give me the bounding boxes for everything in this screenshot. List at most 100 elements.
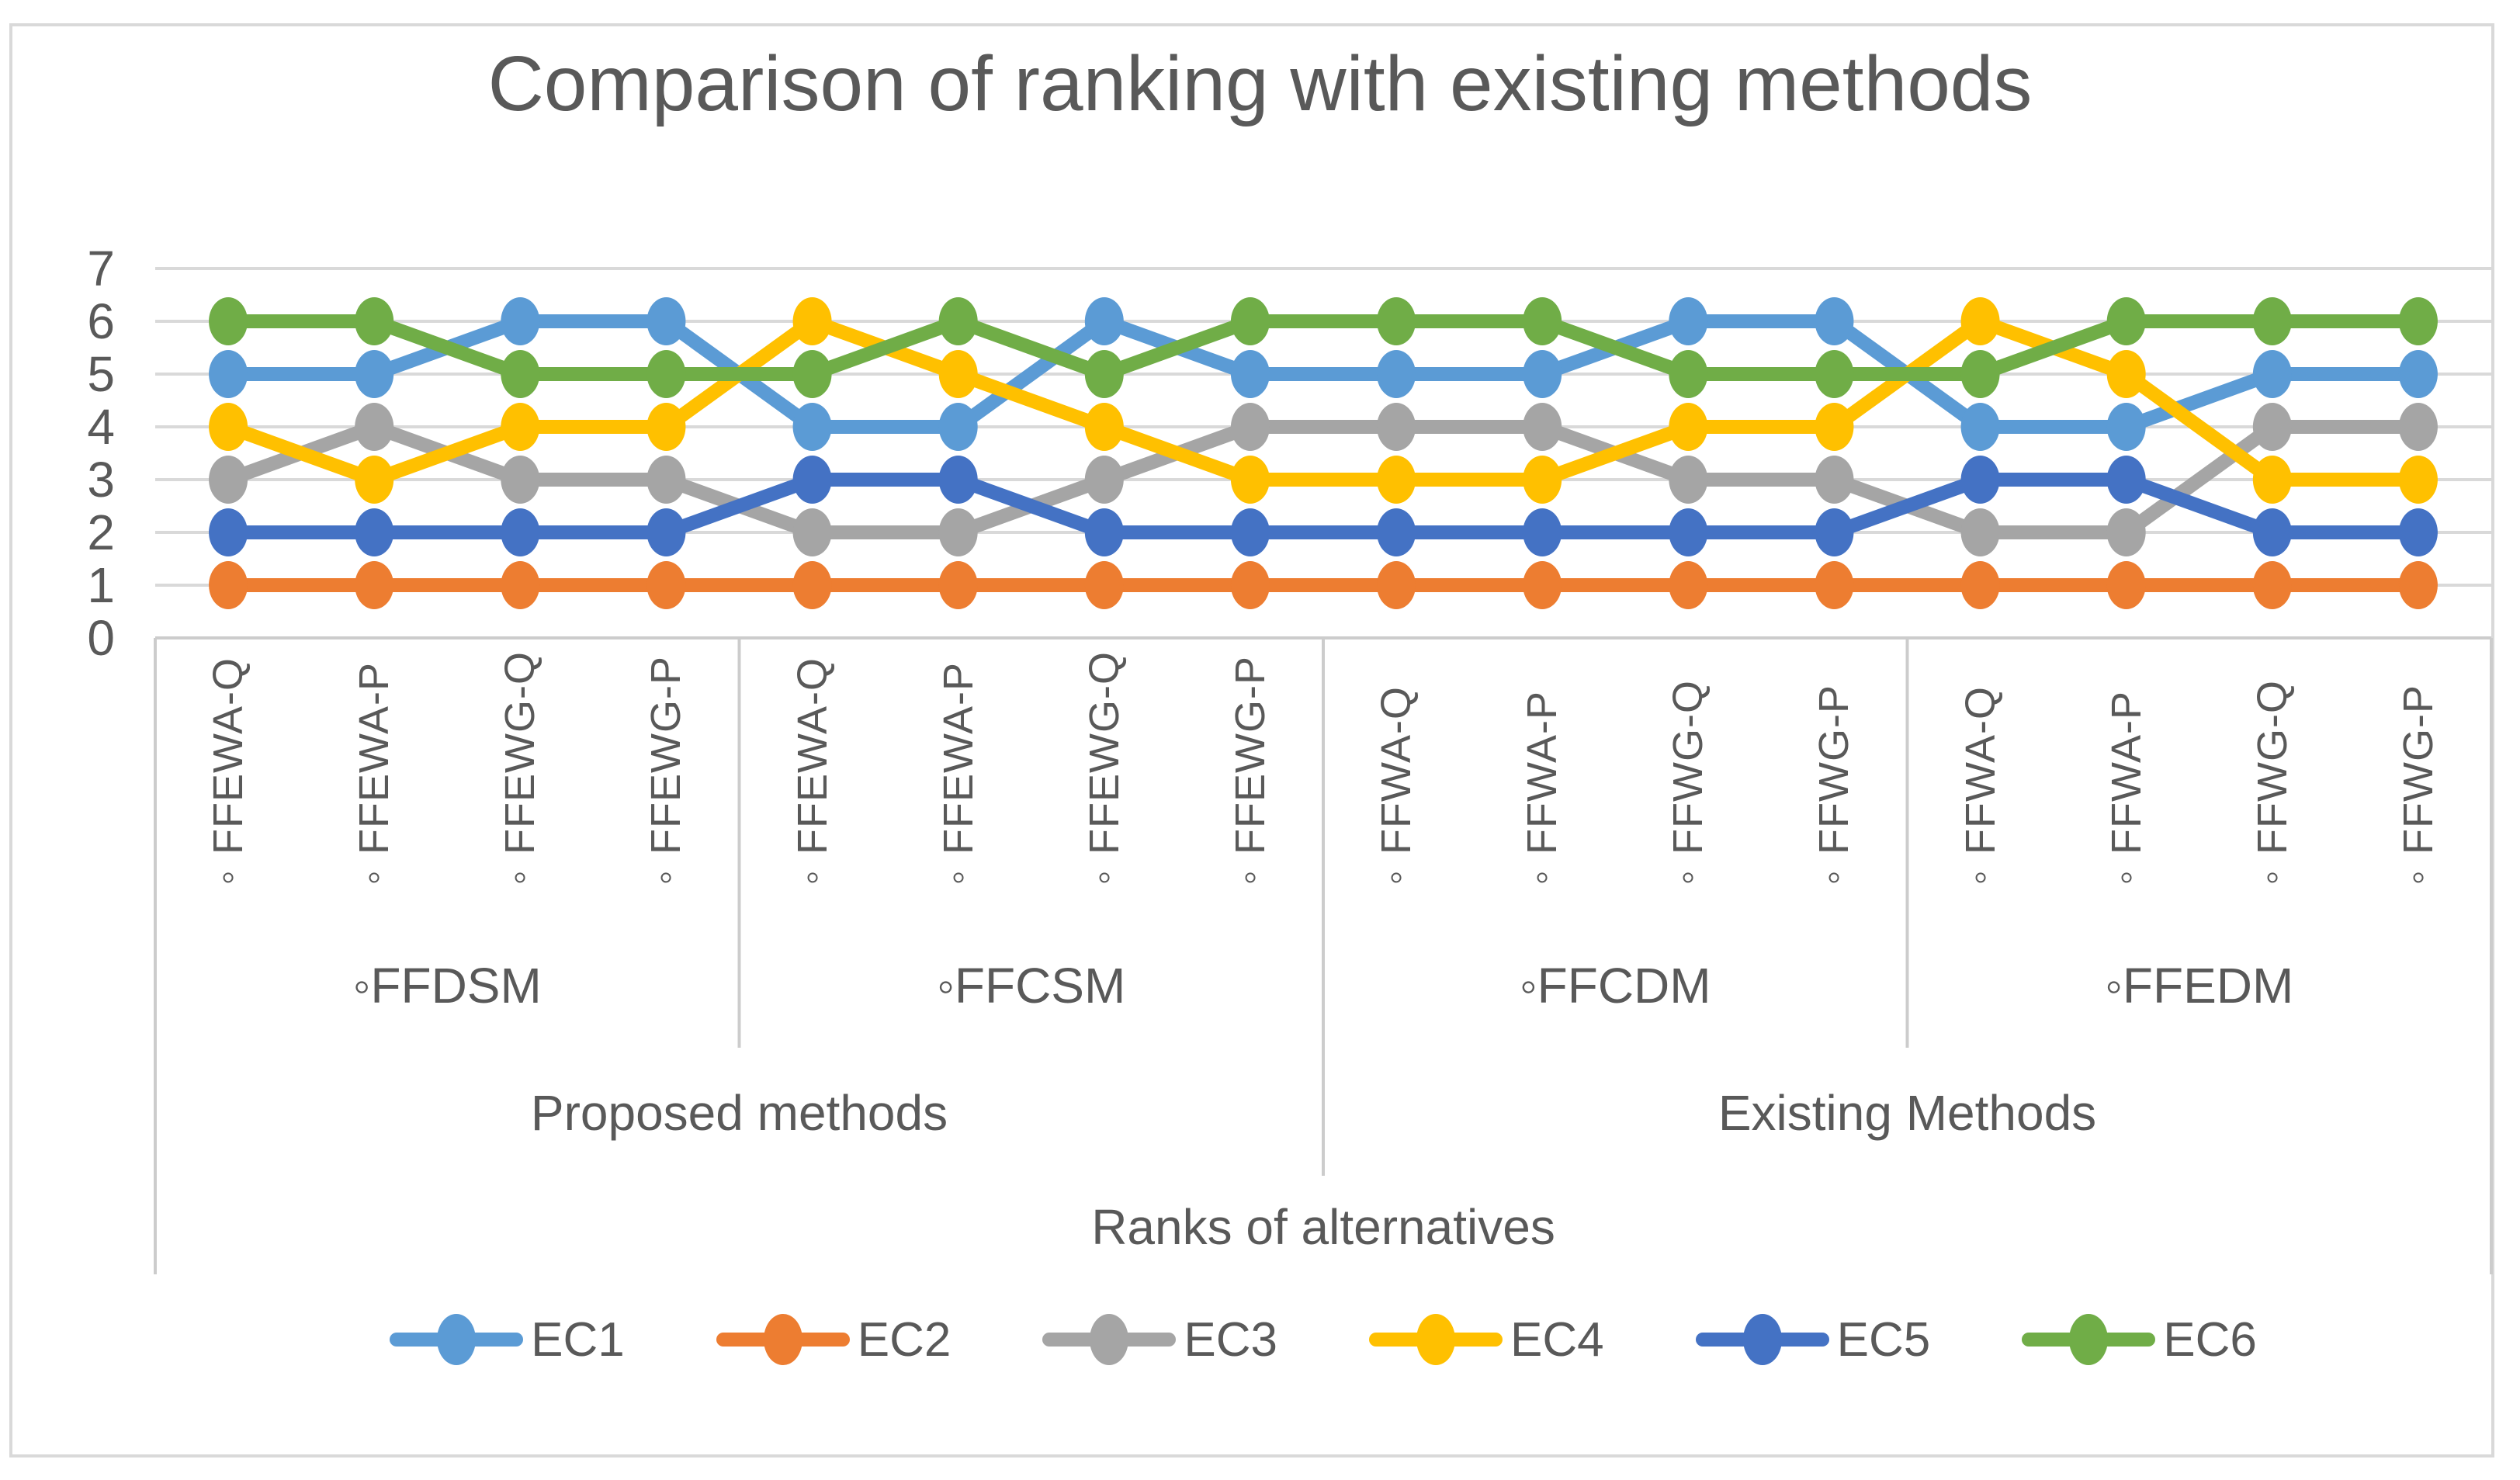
series-line-EC3 bbox=[221, 420, 2425, 539]
series-marker-EC4 bbox=[1960, 297, 2000, 345]
y-tick-label-6: 6 bbox=[87, 293, 115, 349]
series-marker-EC4 bbox=[646, 403, 686, 451]
x-category-label: ◦FFEWG-Q bbox=[495, 649, 545, 902]
series-marker-EC1 bbox=[1815, 297, 1854, 345]
x-category-label: ◦FFWG-Q bbox=[1663, 649, 1713, 902]
series-marker-EC6 bbox=[1084, 350, 1124, 398]
series-marker-EC3 bbox=[1815, 456, 1854, 504]
series-marker-EC6 bbox=[1523, 297, 1562, 345]
x-category-label: ◦FFWG-P bbox=[2393, 649, 2443, 902]
legend-marker-dot bbox=[763, 1314, 802, 1365]
series-marker-EC6 bbox=[2106, 297, 2146, 345]
x-category-label: ◦FFWA-Q bbox=[1371, 649, 1421, 902]
x-category-label: ◦FFEWG-P bbox=[1225, 649, 1275, 902]
legend-item-EC6: EC6 bbox=[2022, 1312, 2257, 1367]
x-category-label: ◦FFWA-P bbox=[1517, 649, 1567, 902]
x-category-label: ◦FFWG-Q bbox=[2248, 649, 2297, 902]
series-marker-EC6 bbox=[209, 297, 248, 345]
series-marker-EC2 bbox=[2252, 561, 2292, 609]
series-marker-EC1 bbox=[1377, 350, 1416, 398]
series-marker-EC2 bbox=[646, 561, 686, 609]
series-marker-EC5 bbox=[1377, 508, 1416, 556]
x-category-label-text: ◦FFEWA-P bbox=[351, 662, 398, 902]
series-marker-EC4 bbox=[501, 403, 540, 451]
series-marker-EC2 bbox=[938, 561, 978, 609]
x-category-label-text: ◦FFEWA-Q bbox=[205, 657, 252, 902]
series-marker-EC3 bbox=[646, 456, 686, 504]
series-marker-EC1 bbox=[209, 350, 248, 398]
x-axis-title: Ranks of alternatives bbox=[1091, 1199, 1555, 1255]
family-group-label: ◦FFDSM bbox=[352, 958, 542, 1014]
legend-marker-EC3 bbox=[1042, 1314, 1177, 1365]
legend-marker-dot bbox=[2069, 1314, 2109, 1365]
x-category-label-text: ◦FFWA-Q bbox=[1957, 686, 2004, 902]
series-marker-EC4 bbox=[1815, 403, 1854, 451]
series-marker-EC3 bbox=[1230, 403, 1270, 451]
series-marker-EC1 bbox=[1669, 297, 1708, 345]
series-marker-EC4 bbox=[2106, 350, 2146, 398]
series-marker-EC5 bbox=[792, 456, 832, 504]
series-marker-EC4 bbox=[2398, 456, 2438, 504]
x-category-label: ◦FFWA-Q bbox=[1956, 649, 2005, 902]
series-marker-EC6 bbox=[792, 350, 832, 398]
series-marker-EC1 bbox=[646, 297, 686, 345]
chart-title: Comparison of ranking with existing meth… bbox=[487, 40, 2033, 127]
series-marker-EC2 bbox=[501, 561, 540, 609]
series-marker-EC2 bbox=[1084, 561, 1124, 609]
series-marker-EC6 bbox=[1960, 350, 2000, 398]
series-marker-EC1 bbox=[1230, 350, 1270, 398]
y-tick-label-5: 5 bbox=[87, 346, 115, 402]
series-marker-EC5 bbox=[938, 456, 978, 504]
series-marker-EC1 bbox=[1523, 350, 1562, 398]
legend-marker-EC5 bbox=[1695, 1314, 1829, 1365]
series-marker-EC1 bbox=[1084, 297, 1124, 345]
series-line-EC1 bbox=[221, 314, 2425, 434]
series-marker-EC6 bbox=[938, 297, 978, 345]
series-marker-EC3 bbox=[2398, 403, 2438, 451]
series-marker-EC5 bbox=[1084, 508, 1124, 556]
series-marker-EC5 bbox=[355, 508, 394, 556]
series-marker-EC6 bbox=[1377, 297, 1416, 345]
series-marker-EC6 bbox=[1815, 350, 1854, 398]
y-tick-label-4: 4 bbox=[87, 399, 115, 455]
legend-marker-EC1 bbox=[390, 1314, 524, 1365]
series-marker-EC6 bbox=[501, 350, 540, 398]
series-marker-EC2 bbox=[1815, 561, 1854, 609]
series-marker-EC3 bbox=[2106, 508, 2146, 556]
series-marker-EC1 bbox=[792, 403, 832, 451]
series-marker-EC1 bbox=[2252, 350, 2292, 398]
family-group-label: ◦FFCSM bbox=[937, 958, 1126, 1014]
series-marker-EC5 bbox=[1523, 508, 1562, 556]
series-marker-EC2 bbox=[1669, 561, 1708, 609]
series-marker-EC5 bbox=[2398, 508, 2438, 556]
legend-marker-dot bbox=[1416, 1314, 1455, 1365]
legend-marker-EC2 bbox=[716, 1314, 850, 1365]
series-marker-EC4 bbox=[792, 297, 832, 345]
x-category-label-text: ◦FFWG-Q bbox=[2248, 680, 2296, 902]
series-marker-EC2 bbox=[209, 561, 248, 609]
series-marker-EC3 bbox=[1377, 403, 1416, 451]
legend-label-EC6: EC6 bbox=[2163, 1312, 2257, 1367]
series-marker-EC6 bbox=[2252, 297, 2292, 345]
series-marker-EC3 bbox=[1960, 508, 2000, 556]
family-group-label: ◦FFEDM bbox=[2105, 958, 2294, 1014]
legend-item-EC5: EC5 bbox=[1695, 1312, 1930, 1367]
series-marker-EC5 bbox=[1815, 508, 1854, 556]
series-marker-EC3 bbox=[1669, 456, 1708, 504]
legend-marker-EC4 bbox=[1369, 1314, 1503, 1365]
x-category-label: ◦FFEWA-P bbox=[934, 649, 983, 902]
x-category-label-text: ◦FFWA-P bbox=[1519, 691, 1566, 902]
series-marker-EC2 bbox=[792, 561, 832, 609]
series-marker-EC6 bbox=[1230, 297, 1270, 345]
legend-marker-dot bbox=[1742, 1314, 1782, 1365]
x-category-label-text: ◦FFEWG-Q bbox=[1080, 651, 1128, 902]
series-marker-EC2 bbox=[2106, 561, 2146, 609]
series-marker-EC1 bbox=[1960, 403, 2000, 451]
series-marker-EC4 bbox=[1523, 456, 1562, 504]
series-marker-EC1 bbox=[2398, 350, 2438, 398]
legend: EC1 EC2 EC3 EC4 EC5 EC6 bbox=[155, 1307, 2491, 1372]
series-line-EC6 bbox=[221, 314, 2425, 381]
series-marker-EC3 bbox=[355, 403, 394, 451]
